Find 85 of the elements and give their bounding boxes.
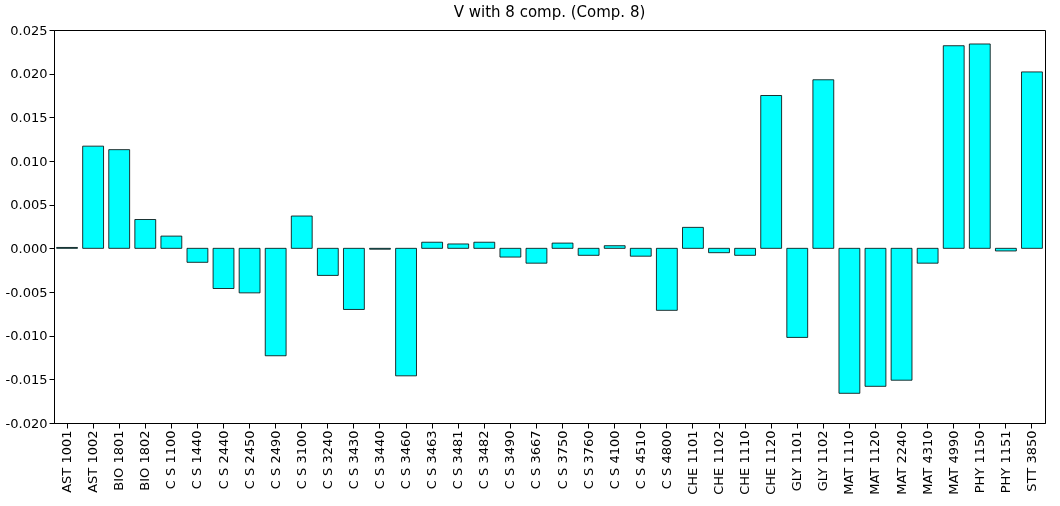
x-tick-label: C S 3100: [293, 430, 309, 490]
bar: [551, 242, 574, 249]
x-tick-label: C S 3430: [345, 430, 361, 490]
bar: [160, 235, 183, 249]
x-tick-label: C S 2450: [241, 430, 257, 490]
x-tick-label: C S 3463: [424, 430, 440, 490]
bar: [995, 247, 1017, 252]
bar: [603, 245, 626, 249]
x-tick-label: AST 1002: [85, 430, 101, 493]
bar: [1021, 71, 1043, 249]
bar: [290, 215, 313, 249]
bar: [395, 247, 417, 377]
bar: [499, 247, 522, 258]
x-tick-label: C S 3667: [528, 430, 544, 490]
y-tick-label: 0.010: [10, 153, 48, 169]
x-tick-label: C S 3760: [580, 430, 596, 490]
y-tick-label: 0.005: [10, 197, 48, 213]
bar: [82, 145, 104, 249]
bar: [577, 247, 600, 256]
x-tick-label: MAT 4990: [945, 430, 961, 495]
x-tick-label: C S 4800: [658, 430, 674, 490]
x-tick-label: CHE 1120: [763, 430, 779, 495]
x-tick-label: BIO 1801: [111, 430, 127, 491]
x-tick-label: MAT 1120: [867, 430, 883, 495]
x-tick-label: C S 3750: [554, 430, 570, 490]
x-tick-label: C S 3440: [371, 430, 387, 490]
bar: [708, 247, 730, 254]
x-tick-label: CHE 1101: [684, 430, 700, 495]
y-tick-label: -0.005: [5, 284, 48, 300]
x-tick-label: CHE 1110: [737, 430, 753, 495]
bar: [760, 95, 782, 249]
y-tick-label: -0.010: [5, 328, 48, 344]
x-tick-label: C S 1440: [189, 430, 205, 490]
bar: [264, 247, 287, 357]
x-tick-label: C S 3481: [450, 430, 466, 490]
x-tick-label: C S 3240: [319, 430, 335, 490]
chart-title: V with 8 comp. (Comp. 8): [453, 3, 646, 21]
x-tick-label: MAT 2240: [893, 430, 909, 495]
y-tick-label: -0.015: [5, 371, 48, 387]
bar: [968, 43, 991, 249]
x-tick-label: CHE 1102: [711, 430, 727, 495]
bar: [682, 226, 704, 249]
y-tick-label: -0.020: [5, 415, 48, 431]
y-tick-label: 0.025: [10, 22, 48, 38]
y-tick-label: 0.000: [10, 240, 48, 256]
x-tick-label: C S 3482: [476, 430, 492, 490]
bar: [629, 247, 652, 257]
bar: [447, 243, 470, 249]
x-tick-label: GLY 1102: [815, 430, 831, 492]
x-tick-label: MAT 1110: [841, 430, 857, 495]
y-tick-label: 0.015: [10, 109, 48, 125]
bar: [108, 149, 131, 249]
bar: [317, 247, 339, 276]
bar: [786, 247, 809, 338]
bar: [812, 79, 835, 249]
x-tick-label: MAT 4310: [919, 430, 935, 495]
bar: [186, 247, 209, 263]
x-tick-label: PHY 1151: [997, 430, 1013, 494]
bar: [343, 247, 365, 310]
y-tick-label: 0.020: [10, 66, 48, 82]
bar: [734, 247, 756, 256]
x-tick-label: PHY 1150: [971, 430, 987, 494]
bar: [238, 247, 261, 294]
x-tick-label: BIO 1802: [137, 430, 153, 491]
x-tick-label: C S 2490: [267, 430, 283, 490]
bar: [656, 247, 678, 311]
bar: [473, 241, 496, 249]
x-tick-label: STT 3850: [1023, 430, 1039, 492]
bar: [942, 45, 965, 249]
bar: [838, 247, 861, 394]
bar: [890, 247, 913, 381]
x-tick-label: AST 1001: [59, 430, 75, 493]
bar: [525, 247, 548, 264]
x-tick-label: C S 2440: [215, 430, 231, 490]
bar: [864, 247, 887, 387]
x-tick-label: C S 1100: [163, 430, 179, 490]
x-tick-label: C S 3490: [502, 430, 518, 490]
x-tick-label: C S 3460: [398, 430, 414, 490]
bar: [212, 247, 235, 289]
bar: [916, 247, 939, 264]
x-tick-label: C S 4100: [606, 430, 622, 490]
bar: [421, 241, 443, 249]
bar: [134, 219, 157, 249]
x-tick-label: C S 4510: [632, 430, 648, 490]
x-tick-label: GLY 1101: [789, 430, 805, 492]
